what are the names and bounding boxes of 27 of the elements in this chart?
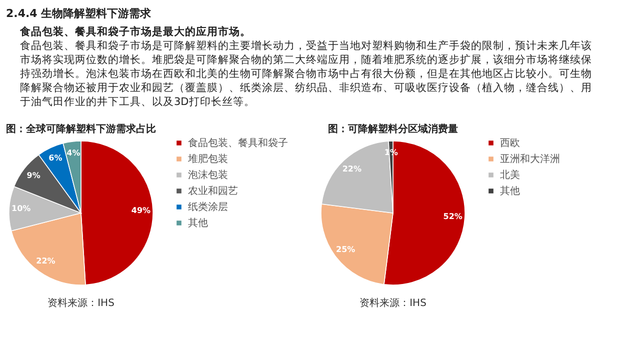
data-label: 4%: [66, 148, 80, 158]
data-label: 22%: [342, 164, 362, 174]
chart-title: 图：全球可降解塑料下游需求占比: [6, 123, 156, 135]
text: 食品包装、餐具和袋子市场是可降解塑料的主要增长动力，受益于当地对塑料购物和生产手袋的限制，预计未来几年该市场将实现两位数的增长。堆肥袋是可降解聚合物的第二大终端应用，随着堆肥系统的逐步扩展，该细分市场将继续保持强劲增长。泡沫包装市场在西欧和北美的生物可降解聚合物市场中占有很大份额，但是在其他地区占比较小。可生物降解聚合物还被用于农业和园艺（覆盖膜）、纸类涂层、纺织品、非织造布、可吸收医疗设备（植入物，缝合线）、用于油气田作业的井下工具、以及3D打印长丝等。: [20, 39, 592, 108]
legend-label: 食品包装、餐具和袋子: [188, 137, 288, 149]
data-label: 52%: [443, 212, 462, 221]
legend-label: 农业和园艺: [188, 185, 238, 197]
legend-label: 堆肥包装: [187, 153, 228, 165]
data-label: 1%: [384, 148, 398, 158]
legend-label: 其他: [500, 185, 520, 197]
data-label: 49%: [131, 206, 151, 216]
text: 资料来源：IHS: [48, 297, 114, 309]
legend-label: 泡沫包装: [188, 169, 228, 181]
text: 2.4.4 生物降解塑料下游需求: [6, 7, 152, 20]
data-label: 22%: [36, 256, 56, 266]
legend-label: 西欧: [500, 138, 520, 149]
text: 资料来源：IHS: [360, 297, 426, 309]
text: 食品包装、餐具和袋子市场是最大的应用市场。: [19, 25, 251, 38]
legend-label: 北美: [500, 169, 520, 181]
legend-label: 其他: [188, 217, 208, 229]
data-label: 10%: [12, 204, 31, 214]
data-label: 6%: [48, 154, 62, 163]
legend-label: 亚洲和大洋洲: [500, 153, 560, 165]
data-label: 9%: [26, 171, 40, 180]
chart-title: 图：可降解塑料分区域消费量: [328, 123, 458, 135]
data-label: 25%: [336, 244, 356, 254]
legend-label: 纸类涂层: [188, 201, 228, 213]
